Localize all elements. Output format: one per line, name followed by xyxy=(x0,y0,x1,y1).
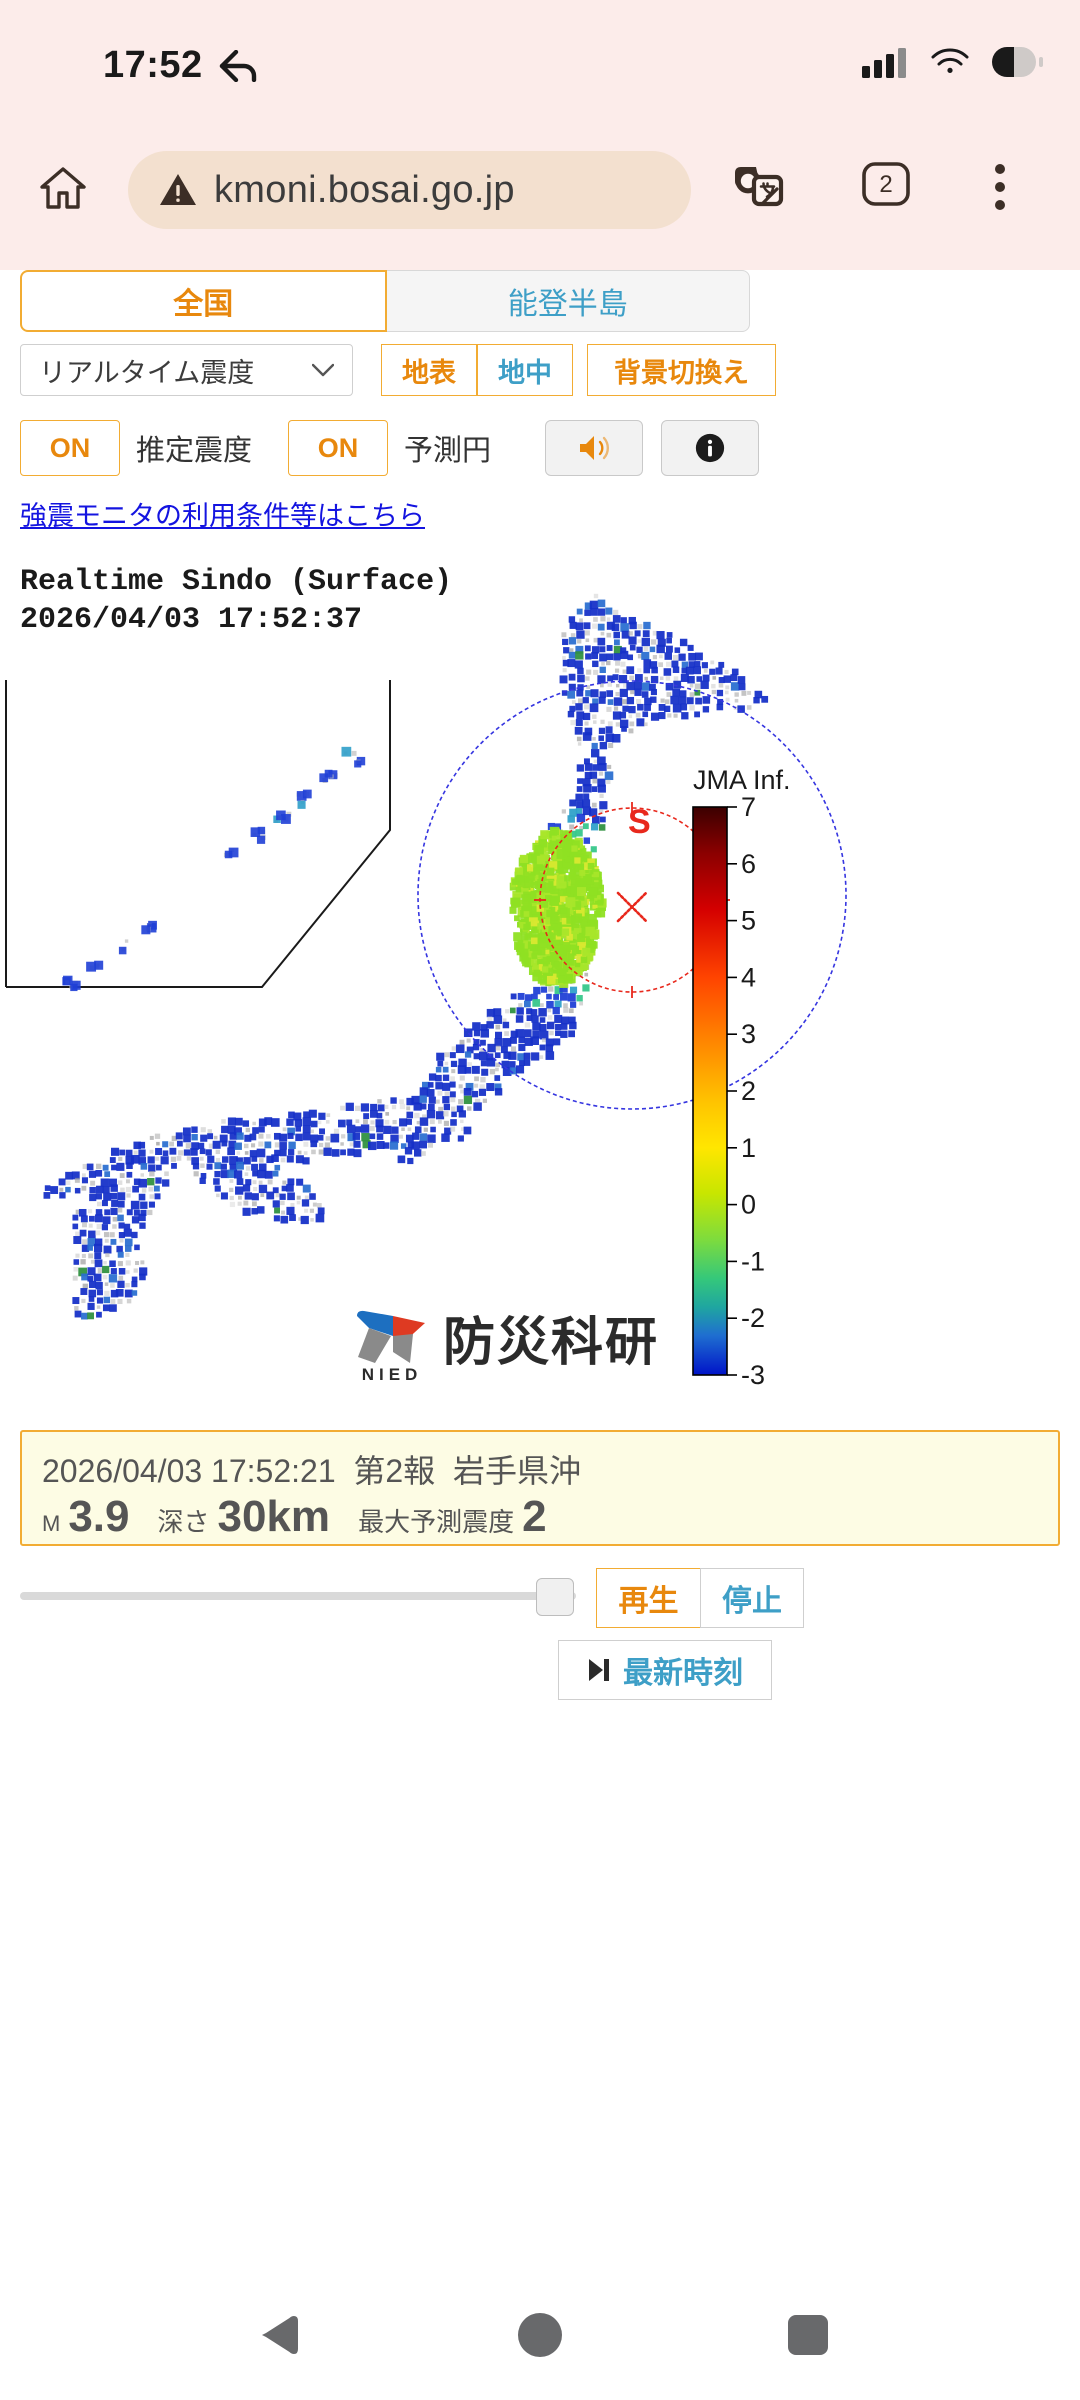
svg-text:-2: -2 xyxy=(741,1303,765,1333)
svg-text:6: 6 xyxy=(741,849,756,879)
svg-text:4: 4 xyxy=(741,962,756,992)
svg-text:S: S xyxy=(628,803,651,841)
svg-text:-1: -1 xyxy=(741,1246,765,1276)
svg-text:3: 3 xyxy=(741,1019,756,1049)
svg-text:5: 5 xyxy=(741,906,756,936)
svg-text:2: 2 xyxy=(741,1076,756,1106)
svg-text:-3: -3 xyxy=(741,1360,765,1390)
svg-text:7: 7 xyxy=(741,792,756,822)
svg-text:JMA Inf.: JMA Inf. xyxy=(693,765,791,795)
svg-text:1: 1 xyxy=(741,1133,756,1163)
svg-text:2: 2 xyxy=(879,171,892,198)
svg-text:0: 0 xyxy=(741,1190,756,1220)
